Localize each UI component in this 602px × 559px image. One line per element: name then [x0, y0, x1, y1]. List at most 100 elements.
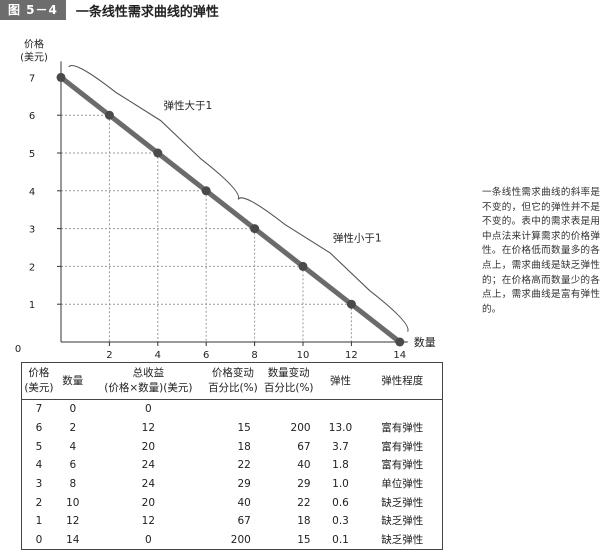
table-header-cell: 数量变动百分比(%)	[259, 363, 319, 400]
elasticity-brace	[68, 65, 240, 200]
table-cell: 20	[141, 440, 156, 453]
x-axis-label: 数量	[414, 336, 436, 349]
y-tick-label: 3	[29, 225, 35, 236]
table-cell: 22	[237, 459, 251, 472]
x-tick-label: 8	[251, 350, 257, 360]
table-cell: 8	[69, 478, 77, 491]
table-cell: 3.7	[332, 440, 349, 453]
table-header-cell: 价格 (美元)	[22, 363, 56, 400]
table-cell	[207, 400, 259, 419]
table-cell: 1.0	[332, 478, 349, 491]
table-cell: 12	[141, 515, 156, 528]
x-tick-label: 6	[203, 350, 209, 360]
table-cell: 6	[69, 459, 77, 472]
header-text: 价格变动	[211, 367, 254, 379]
table-cell: 5	[35, 440, 43, 453]
figure-caption: 一条线性需求曲线的斜率是不变的，但它的弹性并不是不变的。表中的需求表是用中点法来…	[482, 187, 600, 315]
header-text: 百分比(%)	[208, 382, 258, 394]
table-cell: 缺乏弹性	[381, 534, 424, 547]
table-cell: 0	[145, 403, 152, 416]
data-point	[104, 110, 114, 120]
table-cell: 4	[35, 459, 43, 472]
figure-number: 图 5－4	[0, 0, 66, 20]
table-cell: 富有弹性	[381, 422, 424, 435]
table-cell: 29	[297, 478, 311, 491]
data-point	[56, 72, 66, 82]
table-header-cell: 价格变动百分比(%)	[207, 363, 259, 400]
y-tick-label: 5	[29, 149, 35, 160]
y-axis-label: 价格	[24, 37, 44, 50]
elasticity-brace	[237, 197, 409, 332]
table-row: 0 14 0 200 15 0.1 缺乏弹性	[22, 531, 442, 550]
table-cell: 1	[35, 515, 43, 528]
header-text: 价格	[28, 367, 50, 379]
data-point	[298, 261, 308, 271]
table-cell: 200	[230, 534, 251, 547]
table-cell: 6	[35, 422, 43, 435]
table-cell: 24	[141, 459, 156, 472]
table-cell: 7	[35, 403, 43, 416]
table-header-cell: 弹性	[319, 363, 363, 400]
table-cell: 0.3	[332, 515, 349, 528]
table-header-cell: 数量	[56, 363, 90, 400]
y-tick-label: 4	[29, 187, 35, 198]
table-row: 1 12 12 67 18 0.3 缺乏弹性	[22, 512, 442, 531]
x-tick-label: 4	[155, 350, 161, 360]
table-cell: 40	[297, 459, 311, 472]
x-tick-label: 12	[345, 350, 358, 360]
table-header-cell: 总收益 (价格×数量)(美元)	[90, 363, 207, 400]
table-cell: 3	[35, 478, 43, 491]
y-tick-label: 1	[29, 300, 35, 311]
table-cell: 22	[297, 496, 311, 509]
table-cell: 富有弹性	[381, 440, 424, 453]
table-cell: 缺乏弹性	[381, 496, 424, 509]
header-text: 弹性程度	[381, 374, 424, 387]
table-row: 5 4 20 18 67 3.7 富有弹性	[22, 437, 442, 456]
table-cell: 20	[141, 496, 156, 509]
table-cell: 18	[237, 440, 251, 453]
table-cell	[259, 400, 319, 419]
header-text: 数量变动	[267, 367, 310, 379]
data-point	[250, 224, 260, 234]
table-cell: 单位弹性	[381, 478, 424, 491]
table-row: 3 8 24 29 29 1.0 单位弹性	[22, 475, 442, 494]
x-tick-label: 14	[393, 350, 406, 360]
table-cell: 67	[237, 515, 251, 528]
table-row: 7 0 0	[22, 400, 442, 419]
y-tick-label: 2	[29, 262, 35, 273]
table-cell: 24	[141, 478, 156, 491]
table-cell: 0	[35, 534, 43, 547]
table-cell	[319, 400, 363, 419]
header-text: 百分比(%)	[263, 382, 314, 394]
data-point	[153, 148, 163, 158]
table-cell: 14	[66, 534, 80, 547]
table-cell: 15	[297, 534, 311, 547]
table-cell: 18	[297, 515, 311, 528]
table-body: 7 0 0 6 2 12 15 200 13.0 富有弹性 5 4 20 18 67 3.7 富有弹性 4 6 24 2…	[22, 400, 442, 550]
data-point	[201, 186, 211, 196]
table-cell: 40	[237, 496, 251, 509]
header-text: 总收益	[132, 367, 165, 379]
origin-label: 0	[15, 344, 21, 355]
header-text: 数量	[62, 374, 84, 387]
figure-title: 一条线性需求曲线的弹性	[75, 4, 219, 20]
table-cell: 缺乏弹性	[381, 515, 424, 528]
demand-curve	[58, 74, 403, 345]
elasticity-label: 弹性小于1	[333, 231, 382, 244]
table-row: 6 2 12 15 200 13.0 富有弹性	[22, 419, 442, 438]
table-cell: 12	[141, 422, 156, 435]
demand-schedule-table: 价格 (美元) 数量 总收益 (价格×数量)(美元) 价格变动 百分比(%) 数量变动 百分比(…	[21, 362, 443, 550]
table-cell: 0.1	[332, 534, 349, 547]
table-row: 4 6 24 22 40 1.8 富有弹性	[22, 456, 442, 475]
y-tick-label: 7	[29, 73, 35, 84]
table-header-cell: 弹性程度	[362, 363, 442, 400]
elasticity-label: 弹性大于1	[164, 99, 213, 112]
header-text: (价格×数量)(美元)	[104, 382, 193, 394]
y-tick-label: 6	[29, 111, 35, 122]
table-header-row: 价格 (美元) 数量 总收益 (价格×数量)(美元) 价格变动 百分比(%) 数量变动 百分比(…	[22, 363, 442, 400]
data-point	[395, 337, 405, 347]
table-cell: 29	[237, 478, 251, 491]
table-cell: 200	[290, 422, 311, 435]
table-cell: 富有弹性	[381, 459, 424, 472]
